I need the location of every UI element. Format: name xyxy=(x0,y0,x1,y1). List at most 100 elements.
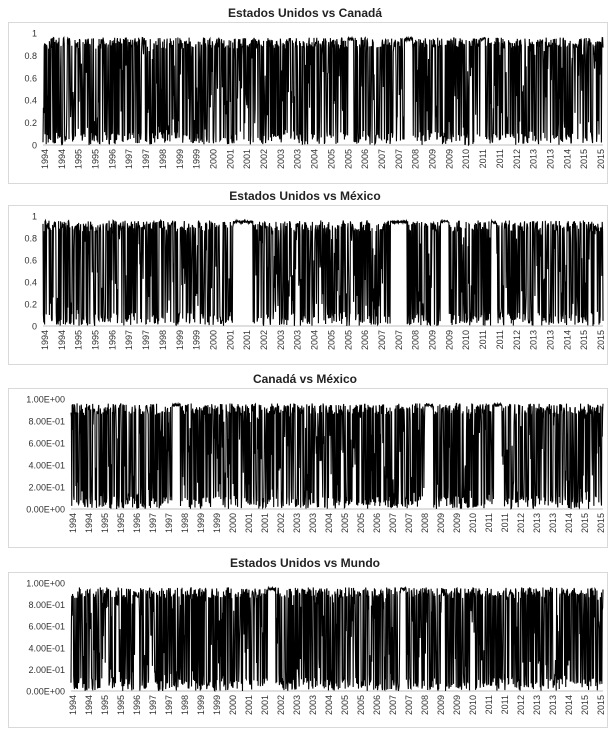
x-tick-label: 1994 xyxy=(84,695,94,715)
x-tick-label: 1998 xyxy=(158,149,168,169)
x-tick-label: 2004 xyxy=(310,149,320,169)
x-tick-label: 2002 xyxy=(276,695,286,715)
x-tick-label: 2005 xyxy=(356,513,366,533)
y-tick-label: 6.00E-01 xyxy=(28,439,65,449)
x-tick-label: 2013 xyxy=(548,513,558,533)
x-tick-label: 2014 xyxy=(562,330,572,350)
x-tick-label: 2010 xyxy=(468,513,478,533)
x-tick-label: 2012 xyxy=(516,695,526,715)
chart-frame-1: 0 0.2 0.4 0.6 0.8 1 1994 1994 1995 1995 1996 1997 19… xyxy=(8,22,608,184)
x-tick-label: 1994 xyxy=(84,513,94,533)
chart-panel-3: Canadá vs México 0.00E+00 2.00E-01 4.00E-0… xyxy=(0,368,610,550)
x-tick-label: 2011 xyxy=(478,330,488,349)
x-tick-label: 2003 xyxy=(293,330,303,350)
y-tick-label: 1 xyxy=(32,212,37,222)
x-tick-label: 1995 xyxy=(74,149,84,169)
chart-frame-3: 0.00E+00 2.00E-01 4.00E-01 6.00E-01 8.00E-01… xyxy=(8,388,608,548)
series-line xyxy=(70,585,604,693)
x-tick-label: 1999 xyxy=(175,330,185,350)
x-tick-label: 2001 xyxy=(260,513,270,533)
chart-title-2: Estados Unidos vs México xyxy=(229,189,381,203)
x-tick-label: 1994 xyxy=(57,149,67,169)
x-tick-label: 1995 xyxy=(74,330,84,350)
x-tick-label: 1999 xyxy=(175,149,185,169)
x-tick-label: 2015 xyxy=(580,695,590,715)
series-line xyxy=(70,401,604,510)
x-tick-label: 1998 xyxy=(158,330,168,350)
x-tick-label: 2008 xyxy=(411,149,421,169)
x-tick-label: 2015 xyxy=(596,149,606,169)
x-tick-label: 2005 xyxy=(343,330,353,350)
x-tick-label: 2009 xyxy=(436,513,446,533)
series-line xyxy=(42,35,604,147)
x-tick-label: 1995 xyxy=(100,695,110,715)
y-tick-label: 1.00E+00 xyxy=(26,395,65,405)
x-tick-label: 2011 xyxy=(500,513,510,532)
x-tick-label: 2000 xyxy=(228,695,238,715)
x-tick-label: 2015 xyxy=(596,513,606,533)
x-tick-label: 2007 xyxy=(404,695,414,715)
y-tick-label: 0.2 xyxy=(24,300,37,310)
x-tick-label: 2010 xyxy=(461,149,471,169)
y-tick-label: 0.4 xyxy=(24,278,37,288)
x-tick-label: 2003 xyxy=(292,513,302,533)
x-tick-label: 1997 xyxy=(164,695,174,715)
y-tick-label: 0 xyxy=(32,322,37,332)
x-tick-label: 2013 xyxy=(545,330,555,350)
x-tick-label: 2005 xyxy=(356,695,366,715)
x-tick-label: 2010 xyxy=(468,695,478,715)
x-tick-label: 2007 xyxy=(404,513,414,533)
x-tick-label: 2006 xyxy=(372,513,382,533)
x-tick-label: 2012 xyxy=(512,330,522,350)
x-tick-label: 2004 xyxy=(310,330,320,350)
x-tick-label: 1999 xyxy=(212,695,222,715)
x-tick-label: 2015 xyxy=(579,149,589,169)
y-tick-label: 2.00E-01 xyxy=(28,665,65,675)
x-tick-label: 2009 xyxy=(436,695,446,715)
x-tick-label: 1999 xyxy=(196,695,206,715)
y-tick-label: 0.4 xyxy=(24,96,37,106)
chart-panel-2: Estados Unidos vs México 0 0.2 0.4 0.6 0.8 1 1… xyxy=(0,185,610,365)
x-tick-label: 2007 xyxy=(377,330,387,350)
x-tick-label: 1997 xyxy=(124,330,134,350)
x-tick-label: 1997 xyxy=(141,149,151,169)
x-tick-label: 2006 xyxy=(372,695,382,715)
x-tick-label: 2007 xyxy=(394,330,404,350)
x-tick-label: 2013 xyxy=(529,149,539,169)
chart-panel-1: Estados Unidos vs Canadá 0 0.2 0.4 0.6 0.8 1 1… xyxy=(0,0,610,185)
y-tick-label: 0.00E+00 xyxy=(26,505,65,515)
y-tick-label: 2.00E-01 xyxy=(28,483,65,493)
x-tick-label: 2003 xyxy=(276,149,286,169)
x-tick-label: 1995 xyxy=(100,513,110,533)
chart-title-3: Canadá vs México xyxy=(252,372,358,386)
chart-title-1: Estados Unidos vs Canadá xyxy=(227,6,383,20)
x-tick-label: 2006 xyxy=(360,330,370,350)
x-tick-label: 2002 xyxy=(259,330,269,350)
y-tick-label: 0.00E+00 xyxy=(26,687,65,697)
x-tick-label: 2005 xyxy=(340,695,350,715)
x-tick-label: 1994 xyxy=(40,149,50,169)
x-tick-label: 2004 xyxy=(324,695,334,715)
x-tick-label: 2013 xyxy=(548,695,558,715)
x-tick-label: 1995 xyxy=(116,513,126,533)
x-tick-label: 1997 xyxy=(148,695,158,715)
x-tick-label: 2007 xyxy=(377,149,387,169)
x-tick-label: 2001 xyxy=(244,513,254,533)
x-tick-label: 2004 xyxy=(324,513,334,533)
x-tick-label: 2008 xyxy=(420,695,430,715)
x-tick-label: 2005 xyxy=(326,149,336,169)
x-tick-label: 1995 xyxy=(91,330,101,350)
x-tick-label: 2014 xyxy=(564,513,574,533)
x-tick-label: 1998 xyxy=(180,513,190,533)
y-tick-label: 0.2 xyxy=(24,118,37,128)
y-tick-label: 0.6 xyxy=(24,256,37,266)
x-tick-label: 2012 xyxy=(512,149,522,169)
x-tick-label: 1996 xyxy=(107,149,117,169)
x-tick-label: 2001 xyxy=(242,149,252,169)
x-tick-label: 2011 xyxy=(500,695,510,714)
x-tick-label: 2003 xyxy=(293,149,303,169)
x-tick-label: 2005 xyxy=(343,149,353,169)
chart-title-4: Estados Unidos vs Mundo xyxy=(229,556,380,570)
x-tick-label: 2007 xyxy=(388,513,398,533)
x-tick-label: 1994 xyxy=(40,330,50,350)
